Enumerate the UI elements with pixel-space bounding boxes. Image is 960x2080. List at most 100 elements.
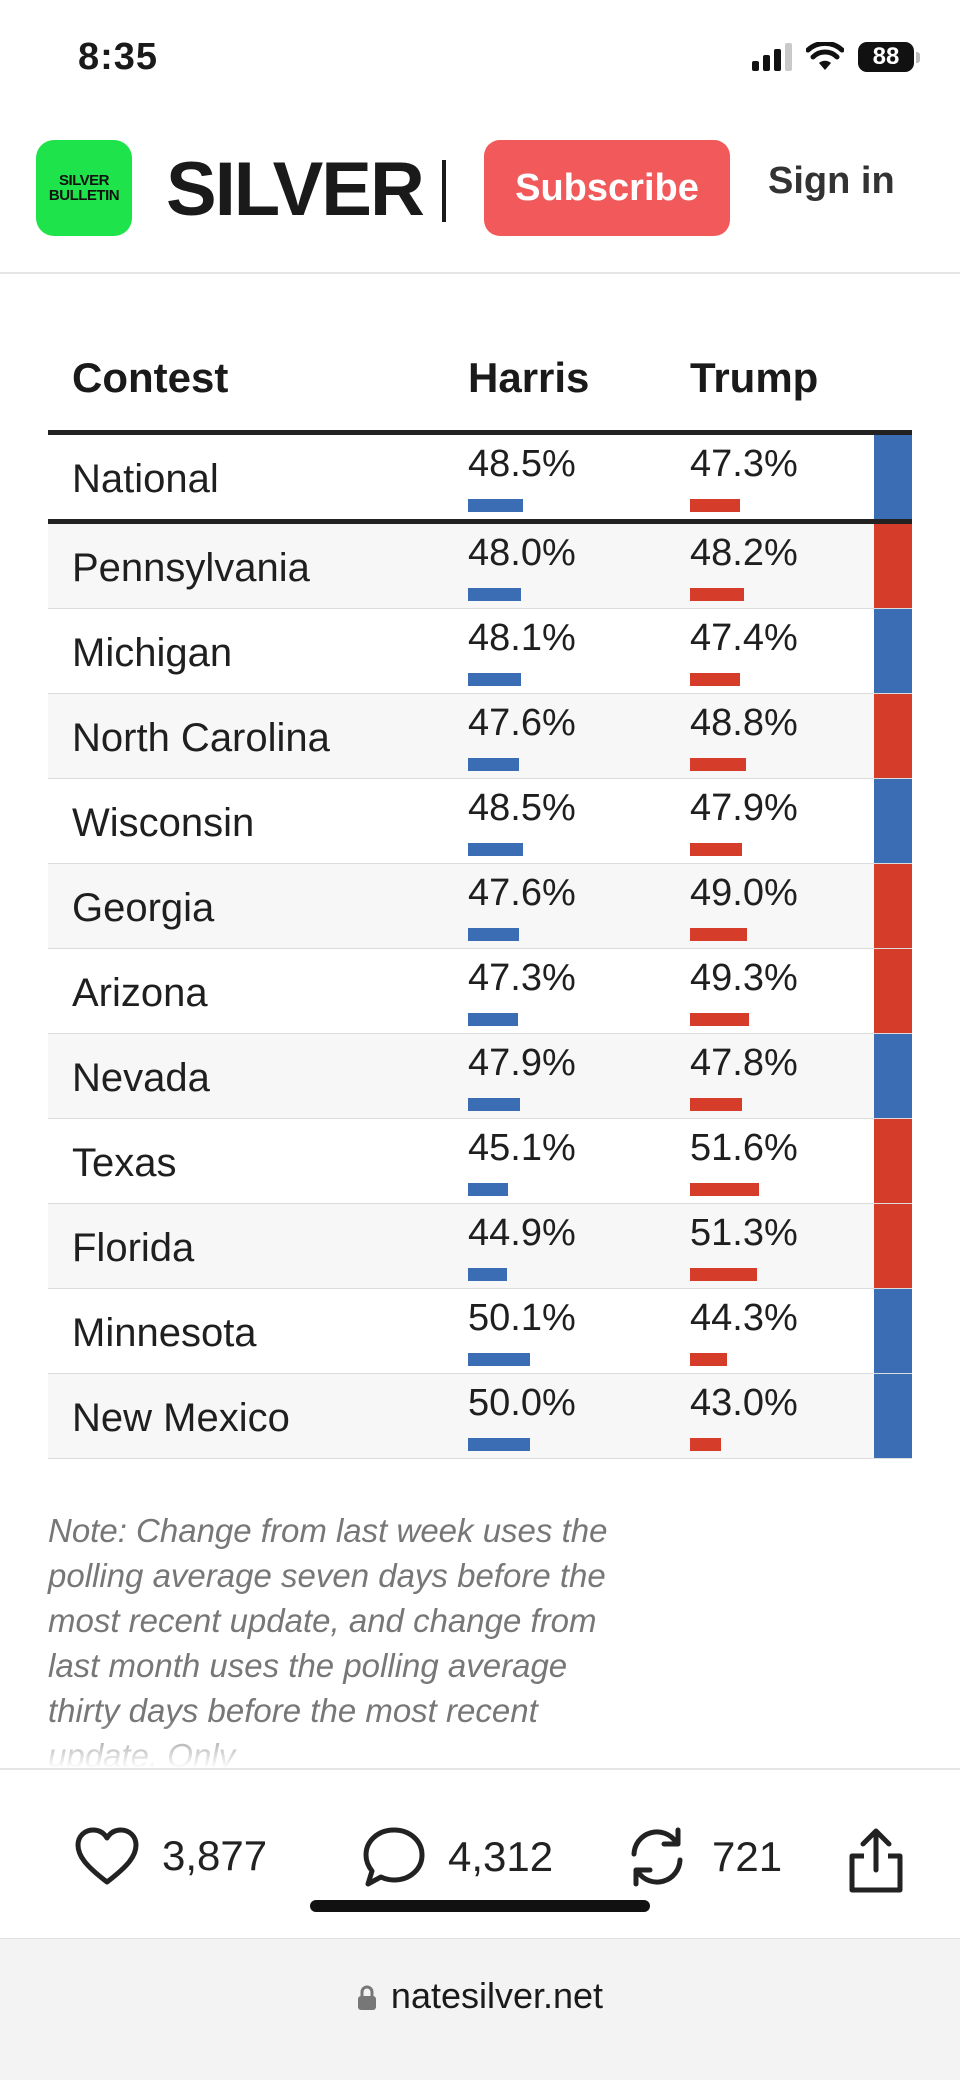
contest-name: National <box>72 457 219 501</box>
trump-value: 49.0% <box>690 872 798 914</box>
harris-bar <box>468 843 523 856</box>
heart-icon <box>75 1827 139 1885</box>
trump-value: 51.3% <box>690 1212 798 1254</box>
browser-url-bar[interactable]: natesilver.net <box>0 1938 960 2080</box>
harris-value: 47.9% <box>468 1042 576 1084</box>
table-row: Georgia 47.6% 49.0% <box>48 864 912 949</box>
harris-bar <box>468 1268 507 1281</box>
trump-bar <box>690 1353 727 1366</box>
like-count: 3,877 <box>162 1832 268 1879</box>
table-row: Texas 45.1% 51.6% <box>48 1119 912 1204</box>
site-logo[interactable]: SILVER BULLETIN <box>36 140 132 236</box>
harris-value: 47.3% <box>468 957 576 999</box>
contest-name: Nevada <box>72 1056 210 1100</box>
trump-bar <box>690 588 744 601</box>
contest-name: New Mexico <box>72 1396 290 1440</box>
trump-value: 47.8% <box>690 1042 798 1084</box>
share-button[interactable] <box>846 1826 906 1894</box>
like-button[interactable]: 3,877 <box>74 1826 267 1886</box>
trump-bar <box>690 673 740 686</box>
table-row: Nevada 47.9% 47.8% <box>48 1034 912 1119</box>
contest-name: Pennsylvania <box>72 546 310 590</box>
table-row: Wisconsin 48.5% 47.9% <box>48 779 912 864</box>
trump-bar <box>690 1183 759 1196</box>
table-row-national: National 48.5% 47.3% <box>48 435 912 524</box>
battery-icon: 88 <box>858 42 920 72</box>
trump-bar <box>690 1013 749 1026</box>
harris-value: 48.0% <box>468 532 576 574</box>
lean-indicator <box>874 779 912 863</box>
harris-bar <box>468 673 521 686</box>
harris-bar <box>468 499 523 512</box>
table-row: New Mexico 50.0% 43.0% <box>48 1374 912 1459</box>
harris-bar <box>468 758 519 771</box>
table-row: Pennsylvania 48.0% 48.2% <box>48 524 912 609</box>
url-display[interactable]: natesilver.net <box>0 1975 960 2017</box>
lean-indicator <box>874 524 912 608</box>
lean-indicator <box>874 609 912 693</box>
sign-in-link[interactable]: Sign in <box>768 160 895 202</box>
contest-name: Minnesota <box>72 1311 257 1355</box>
contest-name: Michigan <box>72 631 233 675</box>
harris-bar <box>468 1183 508 1196</box>
trump-value: 47.4% <box>690 617 798 659</box>
table-row: Minnesota 50.1% 44.3% <box>48 1289 912 1374</box>
table-row: North Carolina 47.6% 48.8% <box>48 694 912 779</box>
trump-bar <box>690 499 740 512</box>
harris-value: 48.5% <box>468 443 576 485</box>
post-action-bar: 3,877 4,312 721 <box>0 1768 960 1940</box>
harris-value: 45.1% <box>468 1127 576 1169</box>
lean-indicator <box>874 1374 912 1458</box>
harris-value: 44.9% <box>468 1212 576 1254</box>
harris-value: 48.5% <box>468 787 576 829</box>
status-time: 8:35 <box>78 36 159 78</box>
contest-name: Georgia <box>72 886 215 930</box>
lean-indicator <box>874 1119 912 1203</box>
restack-button[interactable]: 721 <box>624 1826 782 1888</box>
table-row: Michigan 48.1% 47.4% <box>48 609 912 694</box>
battery-level: 88 <box>858 42 914 72</box>
restack-icon <box>631 1827 683 1887</box>
lean-indicator <box>874 1034 912 1118</box>
wifi-icon <box>806 42 844 70</box>
lean-indicator <box>874 435 912 519</box>
site-header: SILVER BULLETIN SILVER Subscribe Sign in <box>0 116 960 274</box>
lean-indicator <box>874 694 912 778</box>
status-bar: 8:35 88 <box>0 0 960 116</box>
content-fade <box>0 1720 960 1768</box>
harris-bar <box>468 1098 520 1111</box>
harris-value: 47.6% <box>468 872 576 914</box>
trump-value: 51.6% <box>690 1127 798 1169</box>
trump-value: 47.9% <box>690 787 798 829</box>
comment-count: 4,312 <box>448 1833 554 1880</box>
polling-table: Contest Harris Trump National 48.5% 47.3% P… <box>48 340 912 1459</box>
trump-bar <box>690 1098 742 1111</box>
trump-bar <box>690 928 747 941</box>
harris-bar <box>468 1438 530 1451</box>
table-header: Contest Harris Trump <box>48 340 912 435</box>
header-contest: Contest <box>72 354 229 401</box>
subscribe-button[interactable]: Subscribe <box>484 140 730 236</box>
lean-indicator <box>874 864 912 948</box>
lean-indicator <box>874 1204 912 1288</box>
table-row: Florida 44.9% 51.3% <box>48 1204 912 1289</box>
trump-bar <box>690 1438 721 1451</box>
harris-bar <box>468 928 519 941</box>
table-body: National 48.5% 47.3% Pennsylvania 48.0% 48.2%… <box>48 435 912 1459</box>
harris-value: 48.1% <box>468 617 576 659</box>
table-row: Arizona 47.3% 49.3% <box>48 949 912 1034</box>
trump-value: 49.3% <box>690 957 798 999</box>
contest-name: Florida <box>72 1226 195 1270</box>
header-harris: Harris <box>468 354 590 401</box>
contest-name: North Carolina <box>72 716 330 760</box>
trump-value: 48.8% <box>690 702 798 744</box>
contest-name: Arizona <box>72 971 208 1015</box>
trump-value: 47.3% <box>690 443 798 485</box>
restack-count: 721 <box>712 1833 783 1880</box>
contest-name: Texas <box>72 1141 177 1185</box>
comment-button[interactable]: 4,312 <box>362 1826 553 1888</box>
signal-icon <box>752 43 792 71</box>
home-indicator[interactable] <box>310 1900 650 1912</box>
brand-wordmark[interactable]: SILVER <box>166 147 425 232</box>
trump-bar <box>690 758 746 771</box>
